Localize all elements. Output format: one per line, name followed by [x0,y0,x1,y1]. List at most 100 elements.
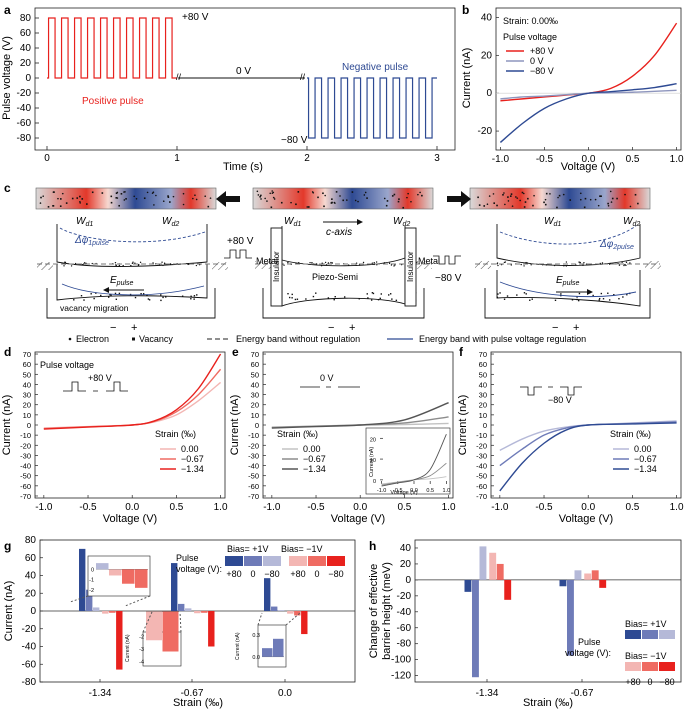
bar-Bias −1V, −80 [208,611,215,647]
g-bias-neg: Bias= −1V [281,544,323,554]
inset-ytick: -3 [139,647,144,653]
ytick-label: 0 [255,421,259,430]
bar-Bias +1V, −80 [278,610,285,611]
xtick-label: 1.0 [442,502,456,513]
vacancy-migration-label: vacancy migration [60,303,129,313]
panel-a-yticks: 80 60 40 20 0 -20 -40 -60 -80 [17,13,39,144]
a-xtick-label: 1 [174,153,180,164]
bar-Bias −1V, 0 [496,563,504,580]
inset-ytick: -1 [89,578,94,584]
panel-h-xlabel: Strain (‰) [523,697,573,709]
ytick-label: -10 [476,431,487,440]
xtick-label: -1.0 [377,488,386,494]
xtick-label: 1.0 [670,154,684,165]
positive-pulse-wave [47,17,177,79]
panel-d-title: Pulse voltage [40,360,94,370]
legend-value: +80 [290,569,305,579]
ytick-label: -10 [248,431,259,440]
a-ytick-label: 80 [20,13,32,24]
xtick-label: 0.0 [410,488,418,494]
legend-value: +80 [226,569,241,579]
panel-d-label: d [4,345,11,359]
bar-Bias +1V, 0 [178,603,185,611]
ytick-label: 60 [23,360,31,369]
legend-swatch [308,556,326,566]
break-mark-1: // [176,72,182,82]
ytick-label: -50 [476,472,487,481]
a-ytick-label: 60 [20,28,32,39]
ytick-label: 0 [373,479,376,485]
pos-80-pulse-label: +80 V [227,236,254,247]
minus-right: − [552,322,558,334]
legend-entry: −0.67 [181,454,204,464]
bar-Bias −1V, 0 [591,570,599,580]
legend-value: −80 [659,677,674,687]
g-pulse-label2: voltage (V): [176,564,222,574]
legend-vacancy: Vacancy [139,334,173,344]
legend-swatch [642,630,658,639]
pos-voltage-label: +80 V [182,12,209,23]
xtick-label: 0.0 [125,502,139,513]
panel-e: e -1.0 -0.5 0.0 0.5 1.0706050403020100-10-20… [229,345,456,525]
ytick-label: 20 [400,559,412,570]
xtick-label: 0.0 [582,154,596,165]
pos-pulse-icon [224,249,252,259]
a-ytick-label: 20 [20,58,32,69]
panel-e-ylabel: Current (nA) [229,395,241,456]
ytick-label: 70 [479,350,487,359]
ytick-label: -60 [476,482,487,491]
bar-Bias +1V, +80 [79,548,86,611]
piezo-semi-label: Piezo-Semi [312,272,358,282]
legend-entry: −1.34 [181,464,204,474]
ytick-label: 80 [25,535,37,546]
legend-value: −80 [328,569,343,579]
panel-b-ylabel: Current (nA) [461,48,473,109]
legend-swatch [642,662,658,671]
a-ytick-label: 40 [20,43,32,54]
neg-80-pulse-label: −80 V [435,273,462,284]
ytick-label: -30 [248,451,259,460]
wd2-center: Wd2 [393,216,410,228]
series-line-−1.34 [381,433,447,487]
legend-band-with: Energy band with pulse voltage regulatio… [419,334,586,344]
ytick-label: -50 [20,472,31,481]
ytick-label: -60 [20,482,31,491]
xtick-label: -0.5 [536,154,554,165]
g-inset-2-ylabel: Current (nA) [125,634,131,662]
neg-pulse-icon [433,255,461,265]
xtick-label: -1.0 [35,502,53,513]
xtick-label: -1.34 [476,688,499,699]
ytick-label: 0 [483,421,487,430]
bar-Bias +1V, −80 [479,546,487,580]
legend-entry: −0.67 [303,454,326,464]
bar-Bias −1V, +80 [584,573,592,580]
ytick-label: -70 [248,492,259,501]
ytick-label: -100 [391,655,411,666]
xtick-label: 0.0 [353,502,367,513]
legend-value: 0 [647,677,652,687]
series-line-−80 V [499,83,677,143]
panel-b-plot: 40 20 0 -20 -1.0 -0.5 0.0 0.5 1.0 [478,12,684,165]
legend-title: Pulse voltage [503,32,557,42]
panel-d-ylabel: Current (nA) [1,395,13,456]
ytick-label: -20 [397,591,412,602]
ytick-label: -70 [476,492,487,501]
ytick-label: -80 [22,677,37,688]
negative-pulse-wave [307,77,437,139]
bar-Bias −1V, +80 [287,611,294,614]
bar-Bias +1V, 0 [567,579,574,656]
panel-e-legend-title: Strain (‰) [277,429,318,439]
panel-g-legend: +80 0 −80 +80 0 −80 [225,556,345,579]
g-inset-1-leaders [69,595,151,607]
legend-value: 0 [314,569,319,579]
legend-swatch [289,556,307,566]
legend-swatch [225,556,243,566]
ytick-label: 10 [23,411,31,420]
inset-ytick: -4 [139,660,144,666]
legend-band-without: Energy band without regulation [236,334,360,344]
g-inset-3-leaders [257,612,301,626]
